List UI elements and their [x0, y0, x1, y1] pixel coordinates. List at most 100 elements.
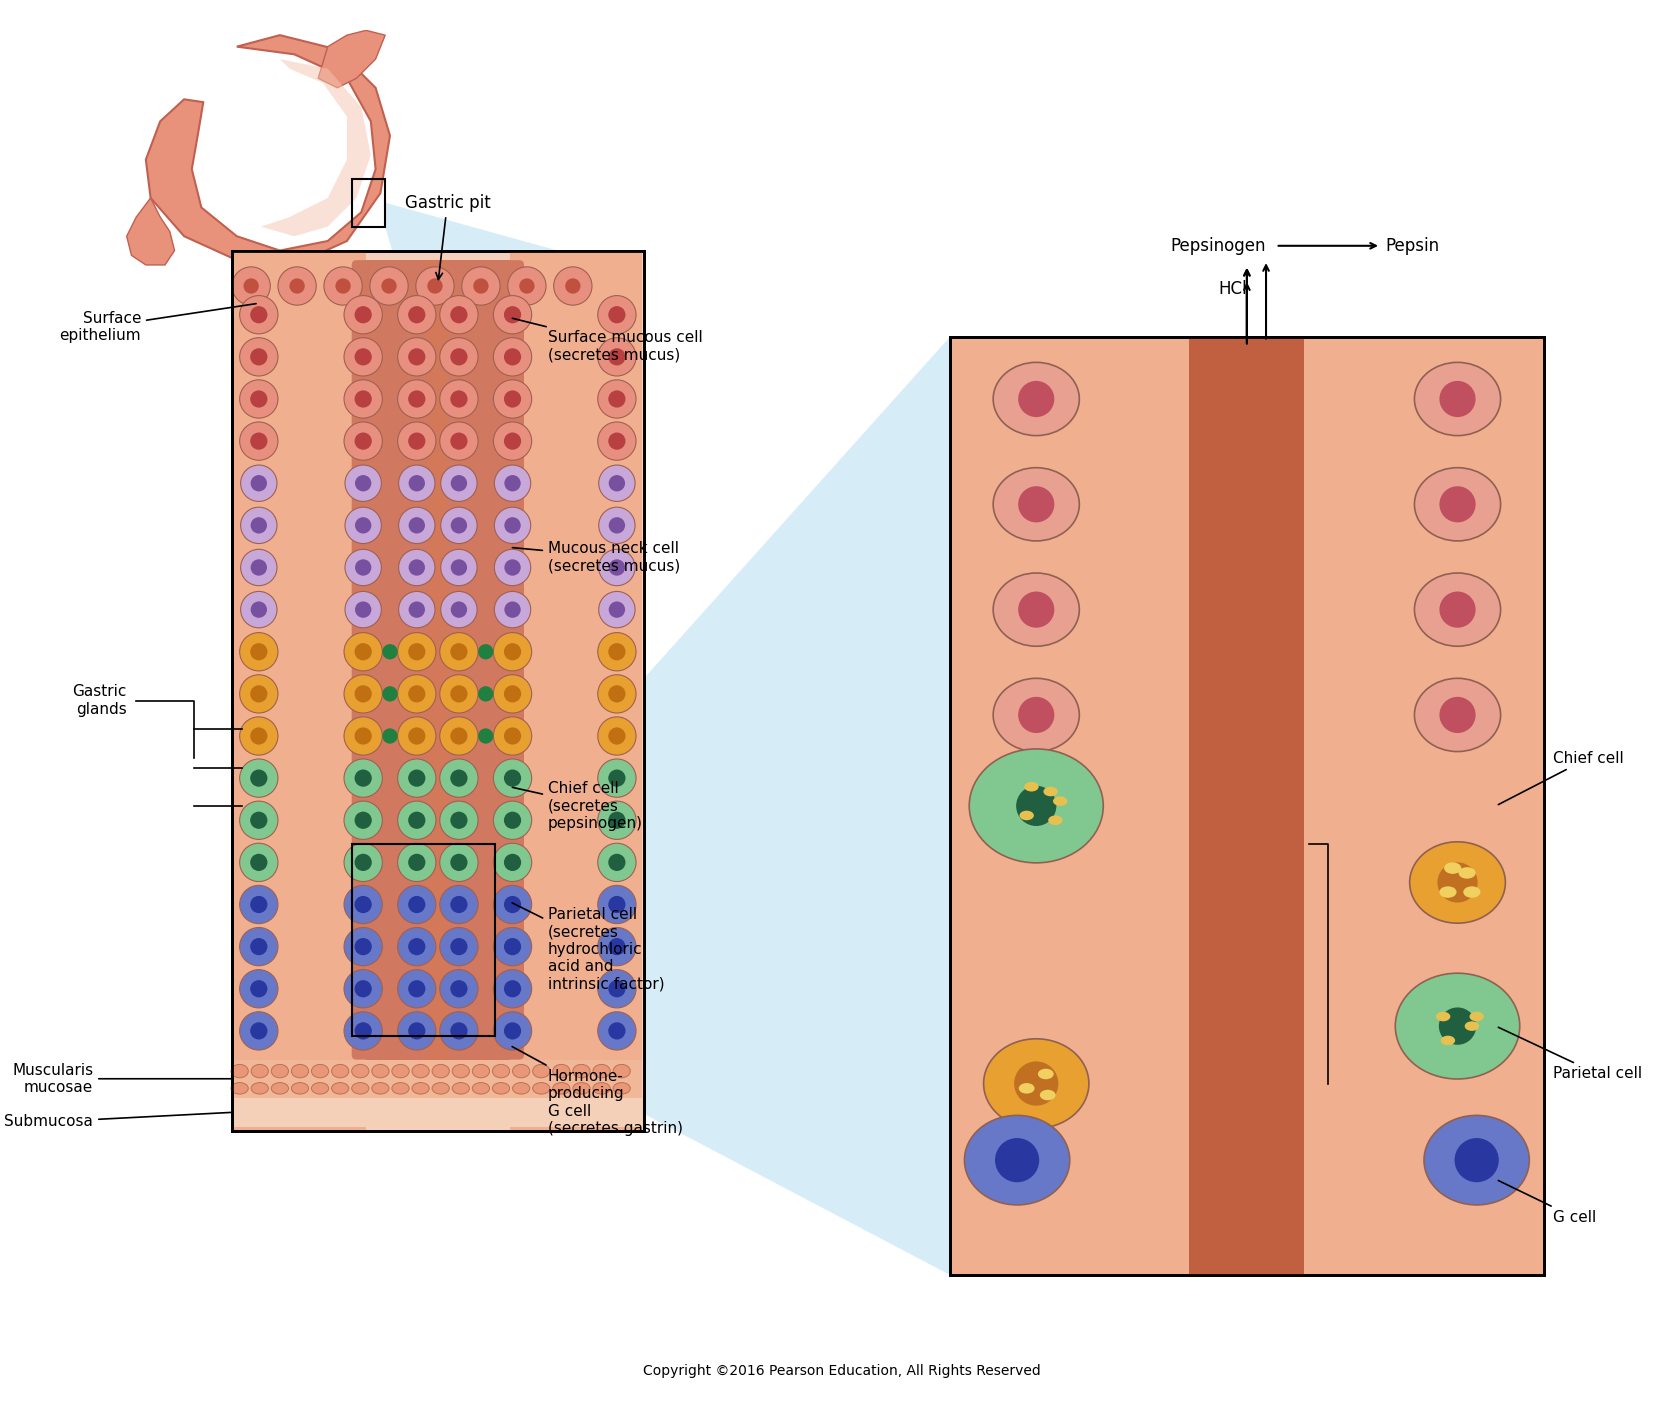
Circle shape: [1439, 381, 1475, 417]
Ellipse shape: [232, 1083, 248, 1095]
Circle shape: [397, 716, 437, 755]
Circle shape: [566, 278, 581, 294]
Ellipse shape: [992, 678, 1080, 752]
Circle shape: [409, 728, 425, 745]
Circle shape: [493, 759, 531, 798]
Circle shape: [250, 896, 268, 913]
Ellipse shape: [493, 1065, 509, 1077]
Circle shape: [504, 517, 521, 534]
Text: Parietal cell
(secretes
hydrochloric
acid and
intrinsic factor): Parietal cell (secretes hydrochloric aci…: [513, 903, 665, 992]
Circle shape: [409, 348, 425, 365]
Circle shape: [450, 980, 468, 997]
Circle shape: [243, 278, 258, 294]
Circle shape: [409, 1022, 425, 1039]
Ellipse shape: [1459, 868, 1475, 879]
Ellipse shape: [1019, 811, 1034, 821]
Circle shape: [504, 391, 521, 408]
Circle shape: [440, 422, 478, 461]
Ellipse shape: [291, 1065, 309, 1077]
Circle shape: [493, 801, 531, 839]
Circle shape: [493, 969, 531, 1007]
Circle shape: [1019, 592, 1054, 628]
Text: Gastric
glands: Gastric glands: [73, 685, 127, 716]
Circle shape: [409, 601, 425, 618]
Circle shape: [440, 928, 478, 966]
Bar: [1189, 337, 1305, 1276]
Circle shape: [440, 1012, 478, 1050]
Circle shape: [450, 853, 468, 870]
Circle shape: [399, 507, 435, 544]
Circle shape: [240, 632, 278, 671]
Circle shape: [354, 1022, 372, 1039]
Circle shape: [609, 391, 625, 408]
Circle shape: [452, 475, 466, 491]
Text: Copyright ©2016 Pearson Education, All Rights Reserved: Copyright ©2016 Pearson Education, All R…: [643, 1364, 1040, 1378]
Circle shape: [344, 422, 382, 461]
Circle shape: [609, 601, 625, 618]
Circle shape: [240, 295, 278, 334]
Ellipse shape: [572, 1065, 590, 1077]
Circle shape: [1019, 381, 1054, 417]
Circle shape: [440, 801, 478, 839]
Circle shape: [382, 686, 397, 702]
Bar: [233, 1097, 642, 1127]
Circle shape: [504, 685, 521, 702]
Text: Mucous neck cell
(secretes mucus): Mucous neck cell (secretes mucus): [513, 541, 680, 574]
Circle shape: [250, 307, 268, 324]
Circle shape: [504, 475, 521, 491]
Ellipse shape: [251, 1065, 268, 1077]
Ellipse shape: [1424, 1116, 1530, 1204]
Ellipse shape: [372, 1083, 389, 1095]
Circle shape: [609, 432, 625, 450]
Circle shape: [354, 812, 372, 829]
Ellipse shape: [1439, 886, 1457, 898]
Circle shape: [250, 644, 268, 661]
Circle shape: [450, 348, 468, 365]
Ellipse shape: [1040, 1090, 1055, 1100]
Text: Parietal cell: Parietal cell: [1499, 1027, 1642, 1082]
Ellipse shape: [1039, 1069, 1054, 1079]
Circle shape: [409, 938, 425, 955]
Circle shape: [478, 686, 493, 702]
Circle shape: [450, 391, 468, 408]
Ellipse shape: [1414, 468, 1500, 541]
Ellipse shape: [331, 1083, 349, 1095]
Ellipse shape: [992, 574, 1080, 646]
Circle shape: [1454, 1137, 1499, 1182]
Circle shape: [240, 801, 278, 839]
Circle shape: [251, 517, 266, 534]
Circle shape: [232, 267, 270, 305]
Ellipse shape: [969, 749, 1103, 863]
Circle shape: [344, 759, 382, 798]
Circle shape: [440, 969, 478, 1007]
Circle shape: [495, 549, 531, 585]
Circle shape: [251, 601, 266, 618]
Ellipse shape: [271, 1083, 288, 1095]
Circle shape: [1439, 696, 1475, 733]
Circle shape: [344, 928, 382, 966]
Circle shape: [354, 938, 372, 955]
Circle shape: [452, 601, 466, 618]
Circle shape: [504, 812, 521, 829]
Ellipse shape: [432, 1083, 450, 1095]
Ellipse shape: [291, 1083, 309, 1095]
Circle shape: [382, 728, 397, 743]
Circle shape: [495, 465, 531, 501]
Circle shape: [240, 338, 278, 375]
Circle shape: [597, 422, 637, 461]
Circle shape: [382, 278, 397, 294]
Circle shape: [609, 896, 625, 913]
Bar: [233, 253, 366, 1130]
Circle shape: [344, 295, 382, 334]
Circle shape: [356, 559, 372, 575]
Circle shape: [354, 307, 372, 324]
Circle shape: [597, 716, 637, 755]
Ellipse shape: [271, 1065, 288, 1077]
Circle shape: [344, 885, 382, 923]
Circle shape: [1016, 786, 1057, 826]
Circle shape: [409, 896, 425, 913]
Circle shape: [344, 969, 382, 1007]
Circle shape: [250, 980, 268, 997]
Circle shape: [354, 853, 372, 870]
Circle shape: [409, 769, 425, 786]
